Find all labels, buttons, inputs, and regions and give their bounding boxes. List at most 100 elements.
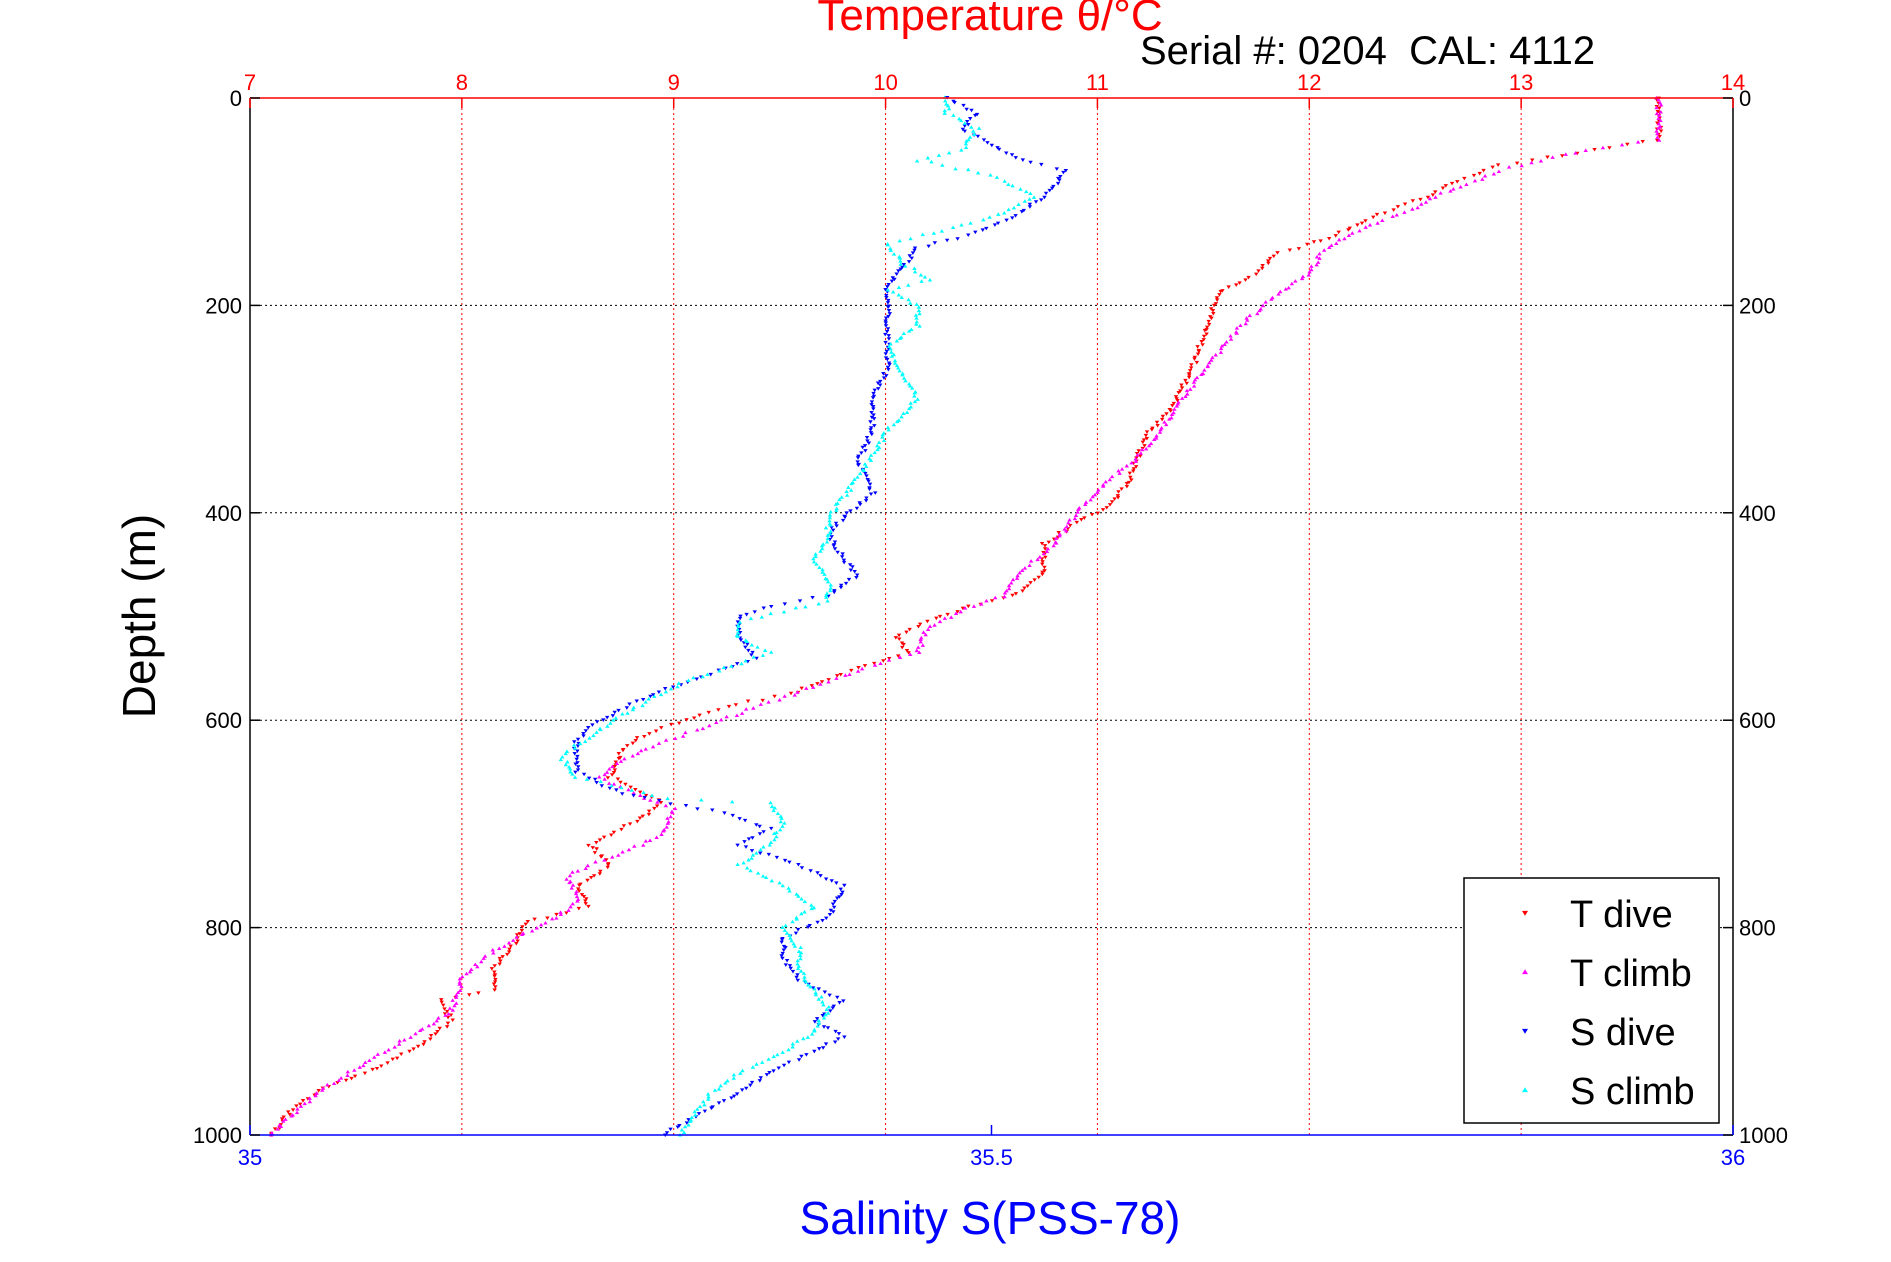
data-point [1657, 113, 1662, 118]
data-point [1342, 236, 1347, 241]
data-point [1480, 177, 1485, 181]
data-point [871, 391, 876, 396]
data-point [705, 672, 710, 676]
data-point [496, 946, 502, 950]
data-point [646, 812, 652, 817]
data-point [707, 723, 712, 728]
data-point [620, 748, 626, 753]
data-point [850, 565, 855, 569]
data-point [1154, 420, 1160, 425]
data-point [281, 1119, 286, 1123]
data-point [1149, 428, 1155, 432]
data-point [838, 887, 843, 892]
data-point [420, 1027, 425, 1031]
data-point [1267, 256, 1273, 261]
data-point [1041, 551, 1046, 556]
data-point [951, 113, 956, 117]
data-point [761, 606, 766, 610]
data-point [436, 1016, 441, 1020]
data-point [1317, 251, 1322, 256]
data-point [721, 665, 727, 670]
data-point [1159, 417, 1165, 422]
data-point [918, 272, 924, 277]
data-point [428, 1037, 433, 1042]
data-point [821, 1025, 827, 1029]
data-point [953, 611, 959, 615]
data-point [652, 806, 657, 811]
data-point [399, 1052, 404, 1057]
data-point [605, 776, 611, 780]
data-point [1010, 593, 1015, 598]
data-point [1234, 331, 1240, 335]
data-point [749, 1080, 755, 1085]
data-point [1195, 352, 1201, 356]
data-point [840, 518, 846, 523]
data-point [695, 727, 700, 732]
data-point [1042, 565, 1047, 570]
data-point [888, 346, 893, 351]
data-point [883, 316, 889, 321]
data-point [659, 726, 664, 730]
data-point [583, 866, 588, 871]
data-point [1464, 182, 1469, 186]
data-point [809, 903, 814, 907]
data-point [885, 365, 891, 370]
data-point [1144, 437, 1150, 441]
data-point [1321, 248, 1327, 252]
data-point [754, 656, 759, 661]
data-point [781, 1063, 787, 1068]
data-point [918, 637, 923, 642]
data-point [959, 148, 964, 152]
data-point [1655, 131, 1660, 136]
data-point [455, 990, 461, 995]
data-point [1217, 293, 1222, 297]
data-point [1154, 433, 1159, 438]
data-point [1206, 319, 1211, 324]
data-point [832, 899, 838, 904]
data-point [789, 938, 794, 943]
data-point [841, 999, 846, 1003]
data-point [794, 892, 799, 896]
data-point [634, 736, 640, 740]
data-point [1374, 212, 1380, 217]
data-point [575, 768, 581, 772]
data-point [816, 1018, 821, 1023]
data-point [1042, 195, 1047, 200]
data-point [749, 849, 755, 853]
data-point [1045, 546, 1051, 551]
data-point [802, 977, 807, 982]
data-point [898, 262, 903, 266]
data-point [454, 1001, 459, 1005]
data-point [1382, 211, 1388, 215]
data-point [823, 1012, 828, 1017]
data-point [908, 401, 913, 405]
data-point [736, 624, 741, 628]
data-point [457, 976, 463, 981]
data-point [896, 293, 901, 297]
data-point [883, 324, 889, 328]
data-point [798, 956, 803, 961]
data-point [810, 986, 816, 990]
data-point [886, 658, 892, 662]
data-point [833, 502, 839, 506]
data-point [898, 267, 903, 272]
data-point [570, 901, 575, 906]
data-point [619, 827, 624, 832]
data-point [345, 1073, 350, 1077]
data-point [1107, 503, 1113, 507]
data-point [1037, 555, 1043, 559]
data-point [855, 669, 861, 673]
data-point [1104, 506, 1109, 510]
data-point [697, 1104, 703, 1109]
data-point [886, 282, 891, 287]
data-point [578, 741, 583, 746]
data-point [1506, 165, 1512, 169]
data-point [515, 939, 520, 944]
data-point [805, 1035, 811, 1039]
data-point [586, 726, 591, 730]
data-point [980, 228, 985, 232]
data-point [897, 238, 902, 243]
data-point [585, 863, 590, 868]
data-point [497, 956, 502, 961]
